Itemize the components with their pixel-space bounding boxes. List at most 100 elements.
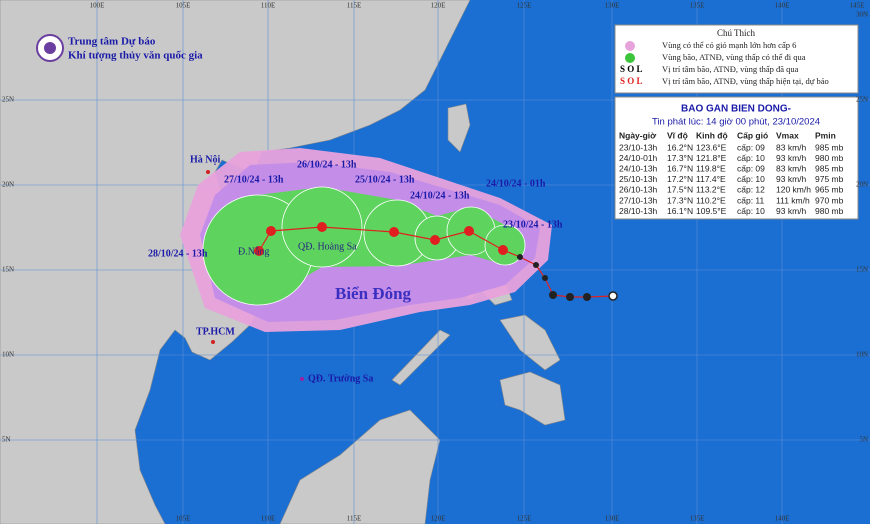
- latitude-label: 20N: [2, 181, 14, 189]
- table-cell: 17.5°N: [667, 185, 693, 195]
- column-header: Vmax: [776, 130, 799, 140]
- longitude-label: 105E: [176, 2, 191, 10]
- table-cell: 24/10-01h: [619, 153, 658, 163]
- longitude-label: 120E: [431, 2, 446, 10]
- place-label: TP.HCM: [196, 326, 235, 337]
- latitude-label: 5N: [859, 436, 868, 444]
- forecast-time: 25/10/24 - 13h: [355, 174, 415, 185]
- table-cell: 113.2°E: [696, 185, 726, 195]
- place-label: Hà Nội: [190, 154, 221, 165]
- column-header: Pmin: [815, 130, 836, 140]
- table-cell: 25/10-13h: [619, 174, 658, 184]
- latitude-label: 10N: [2, 351, 14, 359]
- longitude-label: 115E: [347, 2, 362, 10]
- table-cell: 28/10-13h: [619, 206, 658, 216]
- table-cell: 27/10-13h: [619, 195, 658, 205]
- table-cell: 120 km/h: [776, 185, 811, 195]
- longitude-label: 140E: [775, 515, 790, 523]
- legend-symbol: S O L: [620, 76, 643, 86]
- table-cell: 970 mb: [815, 195, 844, 205]
- past-positions: [517, 254, 618, 301]
- latitude-label: 5N: [2, 436, 11, 444]
- table-cell: 23/10-13h: [619, 142, 658, 152]
- legend-symbol: S O L: [620, 64, 643, 74]
- latitude-label: 20N: [856, 181, 868, 189]
- longitude-label: 130E: [605, 515, 620, 523]
- latitude-label: 15N: [856, 266, 868, 274]
- place-label: Đ.Nẵng: [238, 246, 269, 257]
- table-cell: 109.5°E: [696, 206, 727, 216]
- longitude-label: 105E: [176, 515, 191, 523]
- bulletin-title: BAO GAN BIEN DONG-: [681, 104, 791, 115]
- table-cell: 26/10-13h: [619, 185, 658, 195]
- table-cell: 975 mb: [815, 174, 844, 184]
- column-header: Kinh độ: [696, 130, 728, 140]
- longitude-label: 135E: [690, 2, 705, 10]
- table-cell: cấp: 09: [737, 163, 765, 173]
- table-cell: 16.1°N: [667, 206, 693, 216]
- table-cell: cấp: 10: [737, 153, 765, 163]
- table-cell: 93 km/h: [776, 206, 807, 216]
- table-cell: 123.6°E: [696, 142, 727, 152]
- table-cell: 83 km/h: [776, 142, 807, 152]
- table-cell: 17.2°N: [667, 174, 693, 184]
- table-cell: 17.3°N: [667, 195, 693, 205]
- longitude-label: 135E: [690, 515, 705, 523]
- table-cell: cấp: 12: [737, 185, 765, 195]
- longitude-label: 100E: [90, 2, 105, 10]
- column-header: Ngày-giờ: [619, 130, 657, 140]
- table-cell: 17.3°N: [667, 153, 693, 163]
- latitude-label: 15N: [2, 266, 14, 274]
- forecast-time: 27/10/24 - 13h: [224, 174, 284, 185]
- legend-item: Vị trí tâm bão, ATNĐ, vùng thấp hiện tại…: [662, 76, 829, 86]
- table-cell: 985 mb: [815, 142, 844, 152]
- table-cell: 119.8°E: [696, 163, 726, 173]
- table-cell: 16.2°N: [667, 142, 693, 152]
- table-cell: 110.2°E: [696, 195, 726, 205]
- table-cell: 24/10-13h: [619, 163, 658, 173]
- table-cell: 980 mb: [815, 206, 844, 216]
- longitude-label: 130E: [605, 2, 620, 10]
- latitude-label: 10N: [856, 351, 868, 359]
- latitude-label: 25N: [856, 96, 868, 104]
- table-cell: 93 km/h: [776, 174, 807, 184]
- longitude-label: 140E: [775, 2, 790, 10]
- table-cell: cấp: 10: [737, 174, 765, 184]
- table-cell: 980 mb: [815, 153, 844, 163]
- sea-label: Biển Đông: [335, 284, 412, 303]
- table-cell: cấp: 11: [737, 195, 765, 205]
- forecast-time: 23/10/24 - 13h: [503, 219, 563, 230]
- forecast-time: 28/10/24 - 13h: [148, 248, 208, 259]
- table-cell: 83 km/h: [776, 163, 807, 173]
- agency: Trung tâm Dự báo Khí tượng thủy văn quốc…: [36, 34, 203, 62]
- agency-line: Trung tâm Dự báo: [68, 36, 156, 48]
- place-label: QĐ. Hoàng Sa: [298, 241, 357, 252]
- longitude-label: 125E: [517, 515, 532, 523]
- table-cell: 93 km/h: [776, 153, 807, 163]
- column-header: Cấp gió: [737, 130, 768, 140]
- longitude-label: 145E: [850, 2, 865, 10]
- bulletin-issued: Tin phát lúc: 14 giờ 00 phút, 23/10/2024: [652, 117, 820, 128]
- legend: Chú Thích S O L S O L Vùng có thể có gió…: [614, 24, 859, 94]
- table-cell: 117.4°E: [696, 174, 726, 184]
- forecast-time: 24/10/24 - 13h: [410, 190, 470, 201]
- table-cell: cấp: 09: [737, 142, 765, 152]
- legend-item: Vùng có thể có gió mạnh lớn hơn cấp 6: [662, 40, 796, 50]
- latitude-label: 30N: [856, 11, 868, 19]
- forecast-positions: [254, 222, 508, 256]
- table-cell: 985 mb: [815, 163, 844, 173]
- legend-item: Vùng bão, ATNĐ, vùng thấp có thể đi qua: [662, 52, 806, 62]
- place-label: QĐ. Trường Sa: [308, 373, 373, 384]
- map-places: Hà Nội Đ.Nẵng QĐ. Hoàng Sa TP.HCM QĐ. Tr…: [148, 154, 563, 384]
- table-cell: cấp: 10: [737, 206, 765, 216]
- agency-line: Khí tượng thủy văn quốc gia: [68, 50, 203, 62]
- table-cell: 16.7°N: [667, 163, 693, 173]
- latitude-label: 25N: [2, 96, 14, 104]
- table-cell: 965 mb: [815, 185, 844, 195]
- longitude-label: 110E: [261, 515, 276, 523]
- bulletin: BAO GAN BIEN DONG- Tin phát lúc: 14 giờ …: [614, 96, 859, 220]
- table-cell: 111 km/h: [776, 195, 810, 205]
